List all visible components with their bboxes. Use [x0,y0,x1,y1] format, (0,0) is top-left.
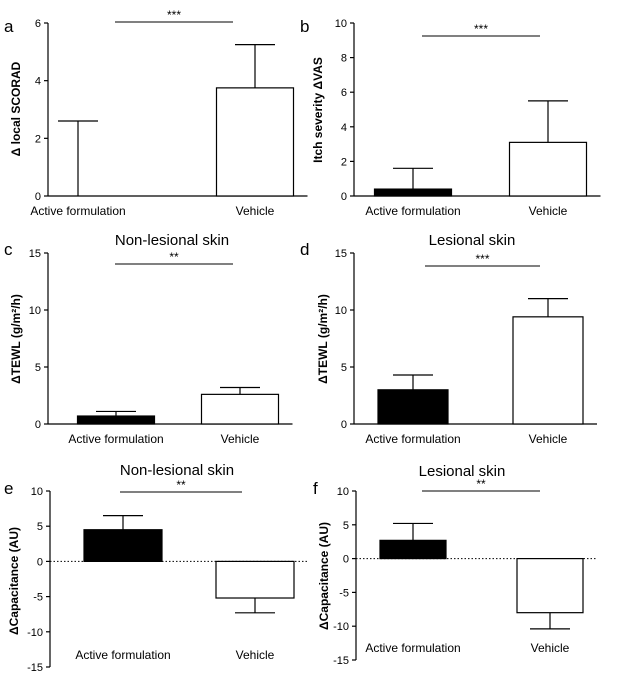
panel-e: e Non-lesional skin ΔCapacitance (AU) -1… [4,462,308,674]
bar-vehicle [508,141,588,197]
significance-label: *** [167,8,181,22]
significance-label: ** [169,250,179,264]
y-tick-label: 5 [341,362,347,374]
x-category-label: Vehicle [529,204,568,218]
y-tick-label: 4 [341,122,347,134]
y-tick-label: 5 [343,520,349,532]
panel-letter-f: f [313,479,318,498]
y-tick-label: -10 [27,627,43,639]
y-tick-label: 15 [335,248,347,260]
y-tick-label: 10 [31,486,43,498]
y-tick-label: 5 [37,521,43,533]
y-tick-label: -5 [33,592,43,604]
significance-label: ** [476,477,486,491]
y-tick-label: 0 [35,419,41,431]
y-tick-label: 6 [35,18,41,30]
bar-vehicle [512,316,584,425]
panel-f-ylabel: ΔCapacitance (AU) [317,522,331,630]
x-category-label: Vehicle [529,432,568,446]
x-category-label: Active formulation [365,641,460,655]
x-category-label: Active formulation [365,432,460,446]
bar-active [83,529,163,562]
bar-active [76,415,156,425]
panel-d-ylabel: ΔTEWL (g/m²/h) [316,294,330,384]
y-tick-label: 2 [35,133,41,145]
bar-vehicle [516,557,584,614]
panel-letter-d: d [300,240,309,259]
y-tick-label: -15 [333,655,349,667]
y-tick-label: -15 [27,662,43,674]
panel-letter-c: c [4,240,13,259]
y-tick-label: 10 [29,305,41,317]
y-tick-label: 6 [341,87,347,99]
panel-b: b Itch severity ΔVAS 0 2 4 6 8 10 Active formu… [300,17,601,218]
y-tick-label: 10 [335,18,347,30]
y-tick-label: 0 [343,554,349,566]
panel-f-title: Lesional skin [419,463,506,480]
x-category-label: Active formulation [30,204,125,218]
panel-d-title: Lesional skin [429,232,516,249]
panel-e-ylabel: ΔCapacitance (AU) [7,527,21,635]
bar-vehicle [215,560,295,599]
panel-a: a Δ local SCORAD 0 2 4 6 Active formulation V… [4,8,308,218]
panel-b-ylabel: Itch severity ΔVAS [311,57,325,163]
panel-d: d Lesional skin ΔTEWL (g/m²/h) 0 5 10 15 Act… [300,232,597,446]
y-tick-label: 5 [35,362,41,374]
significance-label: *** [475,252,489,266]
panel-e-title: Non-lesional skin [120,462,234,479]
panel-a-ylabel: Δ local SCORAD [9,61,23,156]
panel-letter-a: a [4,17,14,36]
x-category-label: Active formulation [365,204,460,218]
x-category-label: Active formulation [75,648,170,662]
panel-letter-b: b [300,17,309,36]
y-tick-label: 0 [35,191,41,203]
significance-label: *** [474,22,488,36]
y-tick-label: 10 [337,486,349,498]
y-tick-label: 4 [35,76,41,88]
x-category-label: Vehicle [221,432,260,446]
panel-f: f Lesional skin ΔCapacitance (AU) -15 -10… [313,463,597,667]
bar-vehicle [215,87,295,197]
bar-active [373,188,453,197]
bar-active [377,389,449,425]
x-category-label: Vehicle [236,648,275,662]
y-tick-label: 2 [341,156,347,168]
y-tick-label: 0 [341,191,347,203]
y-tick-label: 15 [29,248,41,260]
y-tick-label: 0 [37,556,43,568]
bar-vehicle [200,393,280,425]
panel-c-ylabel: ΔTEWL (g/m²/h) [9,294,23,384]
x-category-label: Active formulation [68,432,163,446]
y-tick-label: 8 [341,53,347,65]
panel-c-title: Non-lesional skin [115,232,229,249]
panel-letter-e: e [4,479,13,498]
y-tick-label: -5 [339,587,349,599]
bar-active [379,539,447,560]
x-category-label: Vehicle [531,641,570,655]
panel-c: c Non-lesional skin ΔTEWL (g/m²/h) 0 5 10 1… [4,232,293,446]
significance-label: ** [176,478,186,492]
y-tick-label: 0 [341,419,347,431]
x-category-label: Vehicle [236,204,275,218]
y-tick-label: -10 [333,621,349,633]
y-tick-label: 10 [335,305,347,317]
